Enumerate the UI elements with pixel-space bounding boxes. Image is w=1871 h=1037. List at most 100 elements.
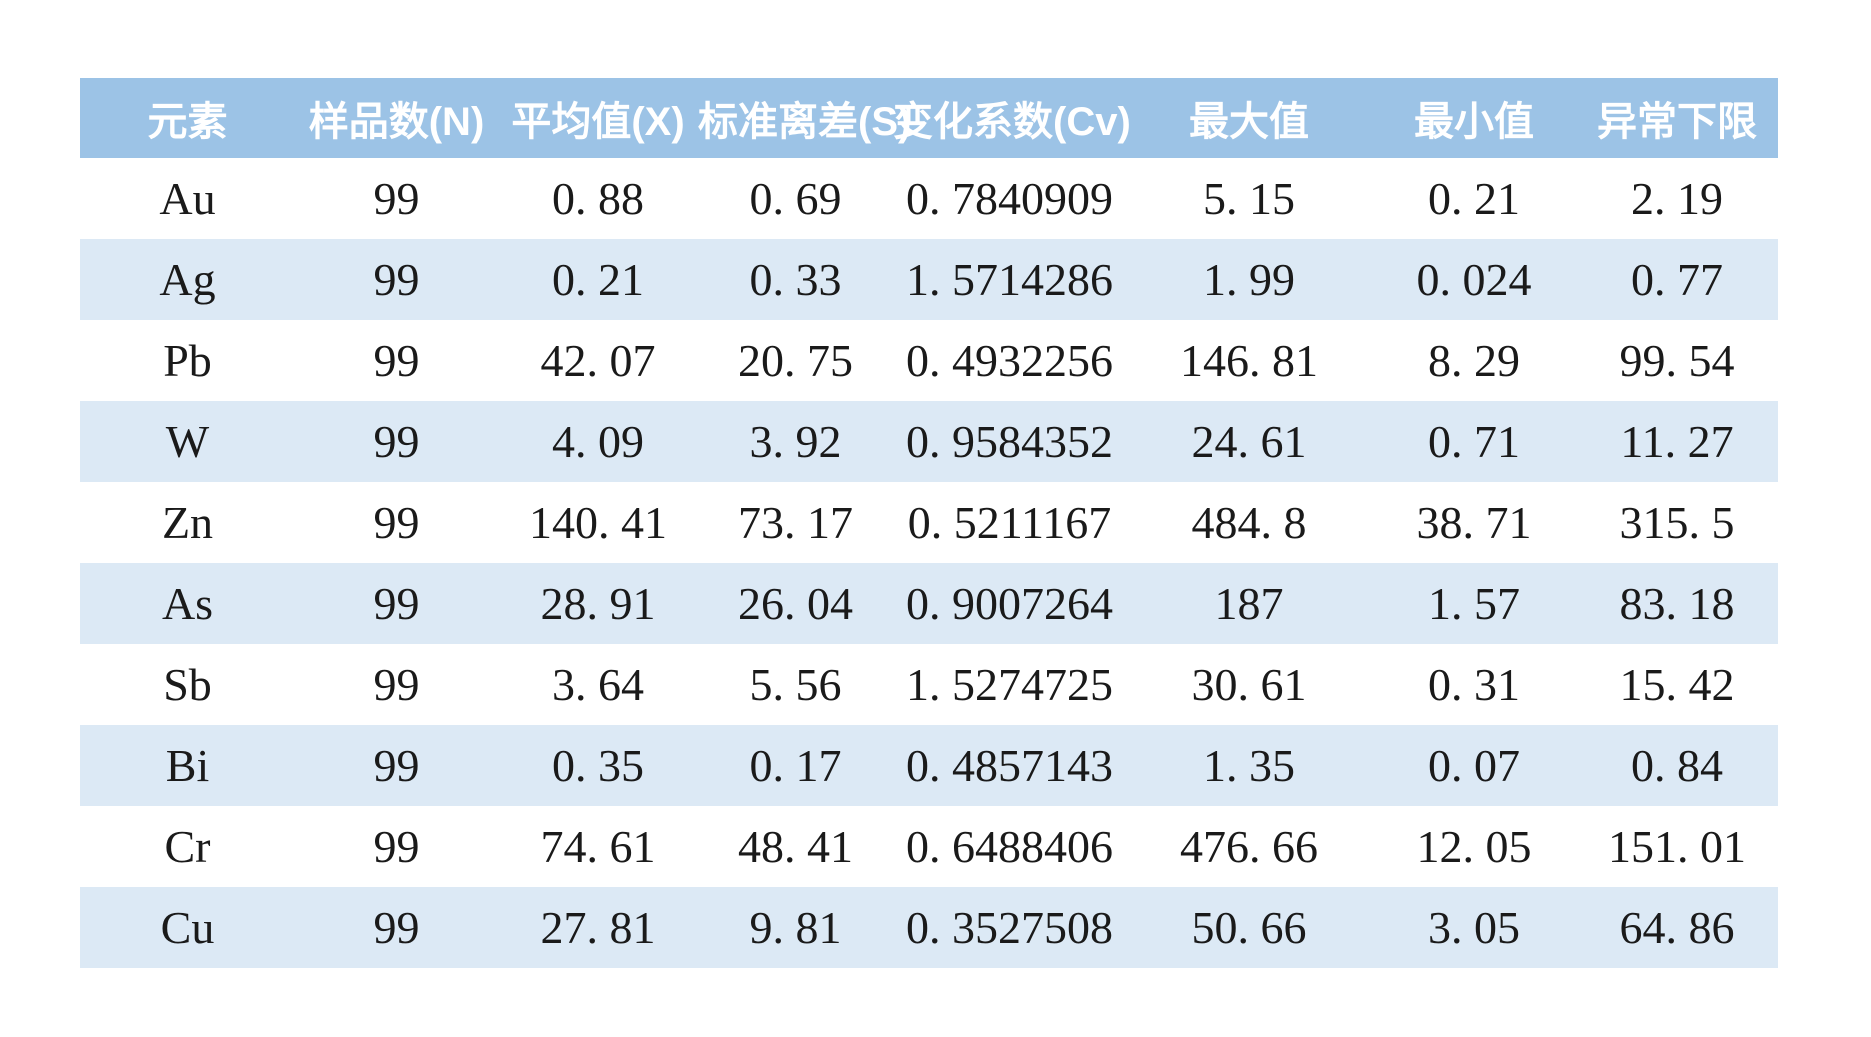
column-header-anomaly-lower-limit: 异常下限 <box>1597 100 1757 144</box>
cell-anomaly-lower-limit: 0. 77 <box>1631 254 1723 305</box>
table-row-Au: Au 99 0. 88 0. 69 0. 7840909 5. 15 0. 21 2. 19 <box>80 158 1778 239</box>
cell-variation-coefficient: 0. 3527508 <box>906 902 1113 953</box>
cell-mean: 27. 81 <box>540 902 656 953</box>
table-row-Cu: Cu 99 27. 81 9. 81 0. 3527508 50. 66 3. 05 64. … <box>80 887 1778 968</box>
cell-min-value: 3. 05 <box>1428 902 1520 953</box>
cell-max-value: 50. 66 <box>1191 902 1307 953</box>
cell-std-deviation: 5. 56 <box>749 659 842 710</box>
cell-element: W <box>165 416 210 467</box>
cell-mean: 140. 41 <box>529 497 667 548</box>
cell-sample-count: 99 <box>373 659 420 710</box>
cell-std-deviation: 20. 75 <box>738 335 853 386</box>
cell-element: Ag <box>159 254 216 305</box>
table-row-Pb: Pb 99 42. 07 20. 75 0. 4932256 146. 81 8. 29 99… <box>80 320 1778 401</box>
cell-anomaly-lower-limit: 15. 42 <box>1619 659 1735 710</box>
table-row-Cr: Cr 99 74. 61 48. 41 0. 6488406 476. 66 12. 05 1… <box>80 806 1778 887</box>
cell-element: Bi <box>165 740 210 791</box>
cell-std-deviation: 0. 33 <box>749 254 842 305</box>
cell-mean: 74. 61 <box>540 821 656 872</box>
table-header: 元素 样品数(N) 平均值(X) 标准离差(S) 变化系数(Cv) 最大值 最小值 异常下限 <box>80 78 1778 158</box>
cell-element: Au <box>159 173 216 224</box>
cell-min-value: 38. 71 <box>1416 497 1532 548</box>
cell-max-value: 484. 8 <box>1191 497 1307 548</box>
cell-anomaly-lower-limit: 64. 86 <box>1619 902 1735 953</box>
cell-sample-count: 99 <box>373 254 420 305</box>
cell-variation-coefficient: 1. 5274725 <box>906 659 1113 710</box>
cell-sample-count: 99 <box>373 902 420 953</box>
column-header-variation-coefficient: 变化系数(Cv) <box>893 100 1131 144</box>
cell-sample-count: 99 <box>373 740 420 791</box>
cell-mean: 4. 09 <box>552 416 644 467</box>
cell-sample-count: 99 <box>373 578 420 629</box>
cell-std-deviation: 0. 69 <box>749 173 842 224</box>
column-header-std-deviation: 标准离差(S) <box>698 100 912 144</box>
cell-max-value: 30. 61 <box>1191 659 1307 710</box>
table-row-Zn: Zn 99 140. 41 73. 17 0. 5211167 484. 8 38. 71 3… <box>80 482 1778 563</box>
cell-element: Cr <box>164 821 211 872</box>
cell-anomaly-lower-limit: 315. 5 <box>1619 497 1735 548</box>
cell-element: Zn <box>161 497 214 548</box>
cell-max-value: 1. 99 <box>1203 254 1295 305</box>
cell-min-value: 1. 57 <box>1428 578 1520 629</box>
cell-mean: 0. 21 <box>552 254 644 305</box>
cell-mean: 0. 88 <box>552 173 644 224</box>
cell-max-value: 1. 35 <box>1203 740 1295 791</box>
cell-std-deviation: 3. 92 <box>749 416 842 467</box>
cell-std-deviation: 9. 81 <box>749 902 842 953</box>
cell-sample-count: 99 <box>373 173 420 224</box>
column-header-mean: 平均值(X) <box>511 100 685 144</box>
cell-variation-coefficient: 0. 7840909 <box>906 173 1113 224</box>
cell-variation-coefficient: 0. 6488406 <box>906 821 1113 872</box>
cell-sample-count: 99 <box>373 335 420 386</box>
table-row-Sb: Sb 99 3. 64 5. 56 1. 5274725 30. 61 0. 31 15. 4… <box>80 644 1778 725</box>
cell-anomaly-lower-limit: 99. 54 <box>1619 335 1735 386</box>
cell-anomaly-lower-limit: 83. 18 <box>1619 578 1735 629</box>
cell-element: Cu <box>160 902 215 953</box>
cell-sample-count: 99 <box>373 416 420 467</box>
cell-mean: 42. 07 <box>540 335 656 386</box>
cell-min-value: 0. 71 <box>1428 416 1520 467</box>
cell-variation-coefficient: 0. 5211167 <box>907 497 1112 548</box>
cell-variation-coefficient: 0. 9007264 <box>906 578 1113 629</box>
cell-max-value: 24. 61 <box>1191 416 1307 467</box>
cell-sample-count: 99 <box>373 821 420 872</box>
column-header-max-value: 最大值 <box>1189 100 1309 144</box>
table-header-row: 元素 样品数(N) 平均值(X) 标准离差(S) 变化系数(Cv) 最大值 最小值 异常下限 <box>80 78 1778 158</box>
cell-variation-coefficient: 1. 5714286 <box>906 254 1113 305</box>
cell-anomaly-lower-limit: 11. 27 <box>1620 416 1734 467</box>
cell-mean: 28. 91 <box>540 578 656 629</box>
cell-anomaly-lower-limit: 151. 01 <box>1608 821 1746 872</box>
cell-max-value: 5. 15 <box>1203 173 1295 224</box>
cell-std-deviation: 73. 17 <box>738 497 853 548</box>
cell-min-value: 12. 05 <box>1416 821 1532 872</box>
cell-min-value: 0. 024 <box>1416 254 1532 305</box>
cell-max-value: 476. 66 <box>1180 821 1318 872</box>
column-header-sample-count: 样品数(N) <box>308 100 485 144</box>
cell-std-deviation: 26. 04 <box>738 578 853 629</box>
cell-min-value: 0. 21 <box>1428 173 1520 224</box>
cell-anomaly-lower-limit: 2. 19 <box>1631 173 1723 224</box>
cell-variation-coefficient: 0. 4857143 <box>906 740 1113 791</box>
cell-anomaly-lower-limit: 0. 84 <box>1631 740 1723 791</box>
table-row-Bi: Bi 99 0. 35 0. 17 0. 4857143 1. 35 0. 07 0. 84 <box>80 725 1778 806</box>
cell-min-value: 8. 29 <box>1428 335 1520 386</box>
column-header-element: 元素 <box>147 100 228 144</box>
cell-min-value: 0. 31 <box>1428 659 1520 710</box>
column-header-min-value: 最小值 <box>1414 100 1534 144</box>
table-row-W: W 99 4. 09 3. 92 0. 9584352 24. 61 0. 71 11. 27 <box>80 401 1778 482</box>
table-row-As: As 99 28. 91 26. 04 0. 9007264 187 1. 57 83. 18 <box>80 563 1778 644</box>
cell-variation-coefficient: 0. 4932256 <box>906 335 1113 386</box>
cell-min-value: 0. 07 <box>1428 740 1520 791</box>
cell-max-value: 146. 81 <box>1180 335 1318 386</box>
cell-variation-coefficient: 0. 9584352 <box>906 416 1113 467</box>
cell-element: Sb <box>163 659 212 710</box>
cell-std-deviation: 48. 41 <box>738 821 853 872</box>
cell-std-deviation: 0. 17 <box>749 740 842 791</box>
cell-sample-count: 99 <box>373 497 420 548</box>
cell-mean: 0. 35 <box>552 740 644 791</box>
cell-mean: 3. 64 <box>552 659 644 710</box>
table-row-Ag: Ag 99 0. 21 0. 33 1. 5714286 1. 99 0. 024 0. 77 <box>80 239 1778 320</box>
cell-element: Pb <box>163 335 212 386</box>
table-body: Au 99 0. 88 0. 69 0. 7840909 5. 15 0. 21 2. 19 A… <box>80 158 1778 968</box>
